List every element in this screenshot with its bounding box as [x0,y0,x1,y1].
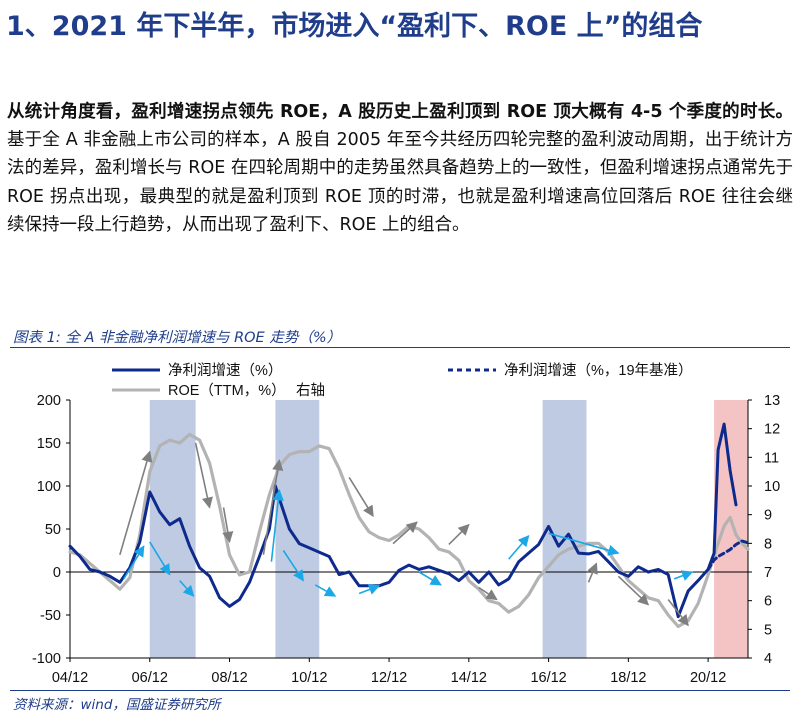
right-tick-label: 4 [764,651,772,667]
blue-trend-arrow-19 [418,571,442,586]
right-tick-label: 8 [764,536,772,552]
right-tick-label: 5 [764,622,772,638]
gray-trend-arrow-11 [667,599,689,627]
left-tick-label: 150 [37,436,61,452]
profit-growth-base19-line [706,539,750,571]
gray-trend-arrow-3 [222,507,234,544]
blue-trend-arrow-16 [282,550,304,582]
left-tick-label: 50 [45,522,61,538]
profit-roe-chart: -100 -50 0 50 100 150 200 4 5 6 7 8 9 10 11 12 13 04/12 06… [32,362,780,686]
gray-trend-arrow-1 [119,450,153,556]
gray-trend-arrow-7 [448,523,470,546]
x-tick-label: 04/12 [52,670,88,686]
right-tick-label: 13 [764,393,780,409]
right-tick-label: 10 [764,479,780,495]
x-tick-label: 10/12 [291,670,327,686]
right-tick-label: 6 [764,594,772,610]
gray-trend-arrow-10 [617,575,650,606]
left-tick-label: 200 [37,393,61,409]
blue-trend-arrow-20 [508,535,530,560]
legend-profit-label: 净利润增速（%） [168,362,282,379]
left-tick-label: 0 [53,565,61,581]
source-note: 资料来源：wind，国盛证券研究所 [13,697,221,713]
left-tick-label: -100 [32,651,61,667]
gray-trend-arrow-5 [348,476,374,518]
blue-trend-arrow-14 [179,580,195,597]
blue-trend-arrow-17 [314,584,337,597]
figure-caption-rule [10,347,790,348]
legend-roe-label: ROE（TTM，%） [168,382,286,399]
gray-trend-arrow-6 [392,521,418,545]
figure-caption: 图表 1: 全 A 非金融净利润增速与 ROE 走势（%） [13,330,342,346]
x-tick-label: 08/12 [211,670,247,686]
blue-trend-arrow-13 [149,541,171,576]
roe-line [68,432,750,629]
page-heading: 1、2021 年下半年，市场进入“盈利下、ROE 上”的组合 [6,11,703,42]
blue-trend-arrow-12 [123,545,145,580]
shaded-period-2 [275,400,320,658]
left-tick-label: -50 [40,608,61,624]
blue-trend-arrow-18 [358,584,381,595]
gray-trend-arrow-9 [587,562,598,583]
blue-trend-arrow-22 [673,570,694,581]
legend-roe-note: 右轴 [296,382,325,399]
shaded-period-1 [149,400,196,658]
x-tick-label: 20/12 [690,670,726,686]
paragraph-lead: 从统计角度看，盈利增速拐点领先 ROE，A 股历史上盈利顶到 ROE 顶大概有 … [7,102,793,122]
right-tick-label: 12 [764,422,780,438]
x-tick-label: 14/12 [451,670,487,686]
x-tick-label: 06/12 [132,670,168,686]
right-tick-label: 9 [764,508,772,524]
blue-trend-arrow-15 [270,489,284,562]
source-rule [10,690,790,691]
gray-trend-arrow-2 [194,442,213,509]
body-paragraph: 从统计角度看，盈利增速拐点领先 ROE，A 股历史上盈利顶到 ROE 顶大概有 … [7,98,793,239]
blue-trend-arrow-21 [548,532,620,556]
x-tick-label: 18/12 [610,670,646,686]
left-tick-label: 100 [37,479,61,495]
right-tick-label: 7 [764,565,772,581]
x-tick-label: 12/12 [371,670,407,686]
profit-growth-line [68,422,738,619]
gray-trend-arrow-4 [262,459,284,555]
gray-trend-arrow-8 [478,586,498,601]
legend-profit-base19-label: 净利润增速（%，19年基准） [504,362,693,379]
paragraph-text: 基于全 A 非金融上市公司的样本，A 股自 2005 年至今共经历四轮完整的盈利… [7,130,793,235]
x-tick-label: 16/12 [530,670,566,686]
right-tick-label: 11 [764,450,779,466]
